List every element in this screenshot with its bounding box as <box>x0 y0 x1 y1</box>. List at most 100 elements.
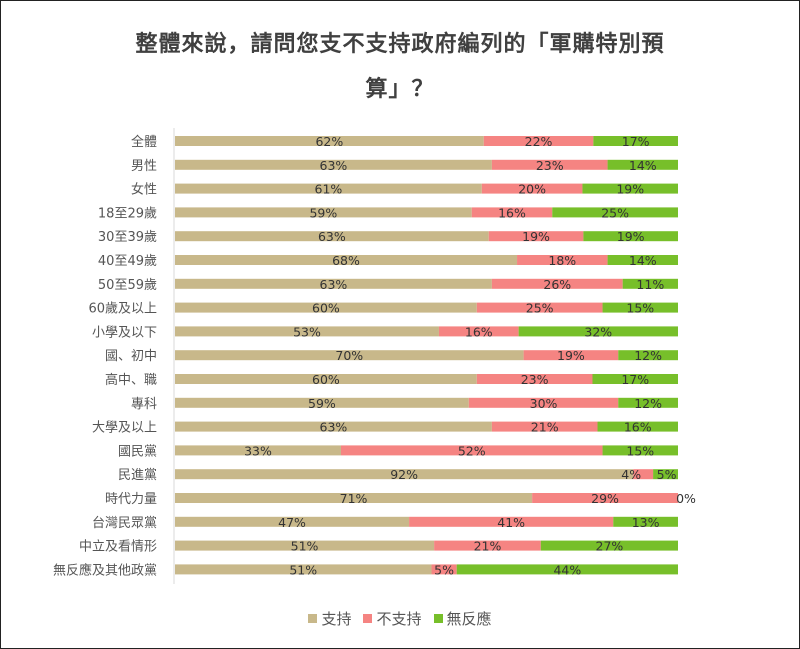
bar-segment-1 <box>175 207 472 218</box>
bar-segment-1 <box>175 136 484 146</box>
bar-segment-1 <box>175 350 524 361</box>
data-label: 16% <box>624 420 652 435</box>
bar-segment-1 <box>175 445 341 456</box>
data-label: 32% <box>584 324 612 339</box>
data-label: 17% <box>622 134 650 149</box>
data-label: 60% <box>312 301 340 316</box>
bar-segment-2 <box>471 207 553 218</box>
bar-segment-1 <box>175 302 477 313</box>
bar-segment-2 <box>476 302 603 313</box>
bar-segment-1 <box>175 516 410 527</box>
data-label: 92% <box>390 467 418 482</box>
bar-segment-2 <box>476 374 593 384</box>
bar-segment-3 <box>540 540 678 551</box>
bar-segment-2 <box>491 278 623 289</box>
chart-title: 整體來說，請問您支不支持政府編列的「軍購特別預 算」？ <box>60 22 740 112</box>
bar-segment-1 <box>175 326 439 337</box>
bar-segment-2 <box>523 350 619 361</box>
category-label: 大學及以上 <box>92 421 157 436</box>
bar-segment-3 <box>618 350 678 361</box>
legend-label: 支持 <box>321 610 352 628</box>
category-label: 男性 <box>131 159 157 174</box>
category-label: 18至29歲 <box>98 206 157 221</box>
bar-segment-1 <box>175 493 533 503</box>
data-label: 63% <box>320 277 348 292</box>
data-label: 27% <box>596 539 624 554</box>
data-label: 4% <box>621 467 641 482</box>
bar-segment-2 <box>491 159 608 170</box>
data-label: 71% <box>340 491 368 506</box>
bar-segment-2 <box>483 136 594 146</box>
bar-segment-1 <box>175 255 518 265</box>
bar-segment-3 <box>592 374 678 384</box>
bar-segment-3 <box>552 207 678 218</box>
category-label: 中立及看情形 <box>79 539 157 555</box>
bar-segment-1 <box>175 397 469 408</box>
bar-segment-3 <box>602 445 678 456</box>
bar-segment-3 <box>613 516 678 527</box>
bar-segment-2 <box>532 493 678 503</box>
bar-segment-1 <box>175 183 482 194</box>
bar-segment-1 <box>175 564 432 575</box>
data-label: 63% <box>320 420 348 435</box>
data-label: 21% <box>531 420 559 435</box>
bar-segment-2 <box>488 231 584 242</box>
data-label: 33% <box>244 443 272 458</box>
data-label: 25% <box>526 301 554 316</box>
bar-segment-3 <box>607 255 678 265</box>
data-label: 5% <box>657 467 677 482</box>
bar-segment-3 <box>583 231 678 242</box>
data-label: 19% <box>617 229 645 244</box>
category-label: 60歲及以上 <box>88 302 157 317</box>
bar-segment-2 <box>431 564 457 575</box>
data-label: 59% <box>308 396 336 411</box>
bar-segment-3 <box>607 159 678 170</box>
category-label: 無反應及其他政黨 <box>53 562 157 578</box>
bar-segment-2 <box>517 255 608 265</box>
category-label: 小學及以下 <box>92 325 157 340</box>
data-label: 0% <box>676 491 696 506</box>
bar-segment-2 <box>468 397 619 408</box>
data-label: 20% <box>518 182 546 197</box>
legend-item: 不支持 <box>363 608 422 629</box>
data-label: 51% <box>289 562 317 577</box>
data-label: 12% <box>634 396 662 411</box>
data-label: 26% <box>543 277 571 292</box>
category-label: 專科 <box>131 397 157 412</box>
category-label: 民進黨 <box>118 468 157 483</box>
category-label: 台灣民眾黨 <box>92 516 157 531</box>
bar-segment-2 <box>633 469 654 480</box>
category-label: 時代力量 <box>105 492 157 507</box>
data-label: 11% <box>636 277 664 292</box>
category-label: 全體 <box>131 134 157 150</box>
data-label: 21% <box>474 539 502 554</box>
legend-item: 支持 <box>308 608 351 629</box>
category-label: 國民黨 <box>118 444 157 459</box>
data-label: 19% <box>557 348 585 363</box>
bar-segment-2 <box>409 516 614 527</box>
category-label: 國、初中 <box>105 349 157 364</box>
data-label: 5% <box>434 562 454 577</box>
bar-segment-1 <box>175 421 492 432</box>
bar-segment-3 <box>602 302 678 313</box>
bar-segment-2 <box>438 326 519 337</box>
data-label: 63% <box>320 158 348 173</box>
data-label: 14% <box>629 253 657 268</box>
data-label: 44% <box>553 562 581 577</box>
data-label: 29% <box>591 491 619 506</box>
data-label: 52% <box>458 443 486 458</box>
bar-segment-2 <box>481 183 583 194</box>
data-label: 30% <box>530 396 558 411</box>
bar-segment-2 <box>434 540 541 551</box>
data-label: 41% <box>497 515 525 530</box>
bar-segment-3 <box>622 278 678 289</box>
data-label: 19% <box>522 229 550 244</box>
data-label: 61% <box>315 182 343 197</box>
data-label: 14% <box>629 158 657 173</box>
bar-segment-3 <box>582 183 678 194</box>
bar-segment-1 <box>175 159 492 170</box>
bar-segment-1 <box>175 374 477 384</box>
category-label: 女性 <box>131 182 157 198</box>
data-label: 23% <box>521 372 549 387</box>
